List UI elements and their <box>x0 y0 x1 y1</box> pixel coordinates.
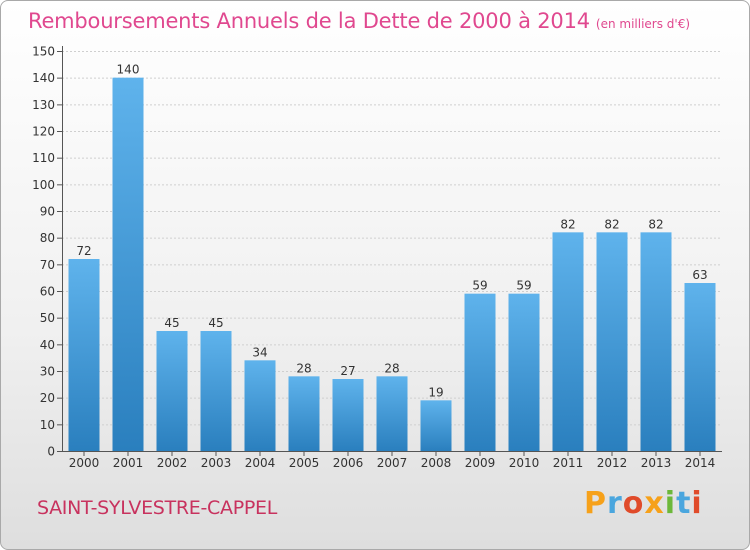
y-tick-label: 150 <box>32 45 55 59</box>
data-label: 82 <box>604 217 619 231</box>
y-tick-label: 60 <box>40 285 55 299</box>
data-label: 140 <box>117 63 140 77</box>
bar <box>200 331 232 451</box>
y-tick-label: 140 <box>32 71 55 85</box>
logo-letter: t <box>676 486 692 521</box>
bar <box>596 232 628 451</box>
data-label: 82 <box>648 217 663 231</box>
data-label: 45 <box>164 316 179 330</box>
y-tick-label: 70 <box>40 258 55 272</box>
bar <box>552 232 584 451</box>
logo-letter: x <box>644 486 665 521</box>
town-name: SAINT-SYLVESTRE-CAPPEL <box>37 497 278 519</box>
y-tick-label: 100 <box>32 178 55 192</box>
proxiti-logo: Proxiti <box>584 486 703 521</box>
bar <box>508 293 540 451</box>
x-tick-label: 2004 <box>245 456 276 470</box>
chart-subtitle: (en milliers d'€) <box>595 17 691 31</box>
chart-title-text: Remboursements Annuels de la Dette de 20… <box>28 9 590 33</box>
bar <box>684 283 716 451</box>
bar <box>244 360 276 451</box>
y-tick-label: 50 <box>40 311 55 325</box>
data-label: 45 <box>208 316 223 330</box>
data-label: 82 <box>560 217 575 231</box>
data-label: 63 <box>692 268 707 282</box>
x-tick-label: 2003 <box>201 456 232 470</box>
x-tick-label: 2010 <box>509 456 540 470</box>
x-tick-label: 2005 <box>289 456 320 470</box>
y-tick-label: 0 <box>47 445 55 459</box>
y-tick-label: 80 <box>40 231 55 245</box>
logo-letter: P <box>584 486 607 521</box>
y-tick-label: 120 <box>32 125 55 139</box>
logo-letter: r <box>607 486 623 521</box>
data-label: 28 <box>296 361 311 375</box>
bar <box>640 232 672 451</box>
x-tick-label: 2007 <box>377 456 408 470</box>
x-tick-label: 2012 <box>597 456 628 470</box>
logo-letter: i <box>664 486 677 521</box>
data-label: 34 <box>252 345 267 359</box>
y-tick-label: 20 <box>40 391 55 405</box>
logo-letter: o <box>622 486 645 521</box>
bar <box>420 400 452 451</box>
x-tick-label: 2002 <box>157 456 188 470</box>
bar <box>68 259 100 451</box>
y-tick-label: 110 <box>32 151 55 165</box>
bar <box>376 376 408 451</box>
chart-title: Remboursements Annuels de la Dette de 20… <box>28 9 690 33</box>
data-label: 28 <box>384 361 399 375</box>
y-tick-label: 130 <box>32 98 55 112</box>
bar <box>112 77 144 452</box>
x-tick-label: 2014 <box>685 456 716 470</box>
y-tick-label: 40 <box>40 338 55 352</box>
bar <box>464 293 496 451</box>
x-tick-label: 2011 <box>553 456 584 470</box>
bar <box>288 376 320 451</box>
y-tick-label: 90 <box>40 205 55 219</box>
x-tick-label: 2001 <box>113 456 144 470</box>
x-tick-label: 2009 <box>465 456 496 470</box>
bar <box>332 379 364 451</box>
x-tick-label: 2008 <box>421 456 452 470</box>
x-tick-label: 2000 <box>69 456 100 470</box>
bar <box>156 331 188 451</box>
data-label: 72 <box>76 244 91 258</box>
data-label: 19 <box>428 385 443 399</box>
data-label: 59 <box>472 279 487 293</box>
x-tick-label: 2013 <box>641 456 672 470</box>
data-label: 59 <box>516 279 531 293</box>
data-label: 27 <box>340 364 355 378</box>
x-tick-label: 2006 <box>333 456 364 470</box>
y-tick-label: 10 <box>40 418 55 432</box>
logo-letter: i <box>691 486 703 521</box>
y-tick-label: 30 <box>40 365 55 379</box>
